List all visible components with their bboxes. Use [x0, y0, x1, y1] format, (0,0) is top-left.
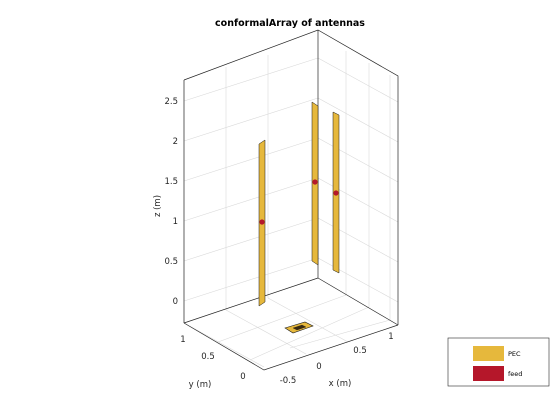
z-tick: 2.5 [164, 97, 178, 107]
antenna-dipole-middle [311, 101, 319, 266]
antenna-dipole-left [258, 139, 266, 307]
legend-swatch-feed [473, 366, 504, 381]
x-tick-labels: -0.5 0 0.5 1 [280, 332, 394, 386]
legend: PEC feed [447, 337, 550, 387]
z-tick: 1 [173, 217, 178, 227]
y-tick-labels: 0 0.5 1 [180, 335, 245, 382]
x-tick: 0.5 [353, 346, 367, 356]
legend-label-feed: feed [508, 370, 522, 378]
z-axis-label: z (m) [153, 195, 163, 217]
feed-point [259, 219, 265, 225]
antenna-dipole-right [332, 111, 340, 274]
z-tick: 0.5 [164, 257, 178, 267]
x-axis-label: x (m) [329, 379, 352, 389]
axes-box [183, 29, 399, 371]
x-tick: 1 [388, 332, 393, 342]
x-tick: -0.5 [280, 376, 297, 386]
legend-label-pec: PEC [508, 350, 521, 358]
antenna-patch [284, 321, 314, 334]
figure-title: conformalArray of antennas [215, 18, 365, 29]
axes-grid [183, 51, 399, 368]
feed-point [333, 190, 339, 196]
y-tick: 0.5 [201, 352, 215, 362]
x-tick: 0 [316, 362, 321, 372]
z-tick: 2 [173, 137, 178, 147]
y-tick: 1 [180, 335, 185, 345]
feed-point [312, 179, 318, 185]
z-tick: 0 [173, 297, 178, 307]
z-tick-labels: 0 0.5 1 1.5 2 2.5 [164, 97, 178, 307]
legend-swatch-pec [473, 346, 504, 361]
y-tick: 0 [240, 372, 245, 382]
z-tick: 1.5 [164, 177, 178, 187]
y-axis-label: y (m) [189, 380, 212, 390]
